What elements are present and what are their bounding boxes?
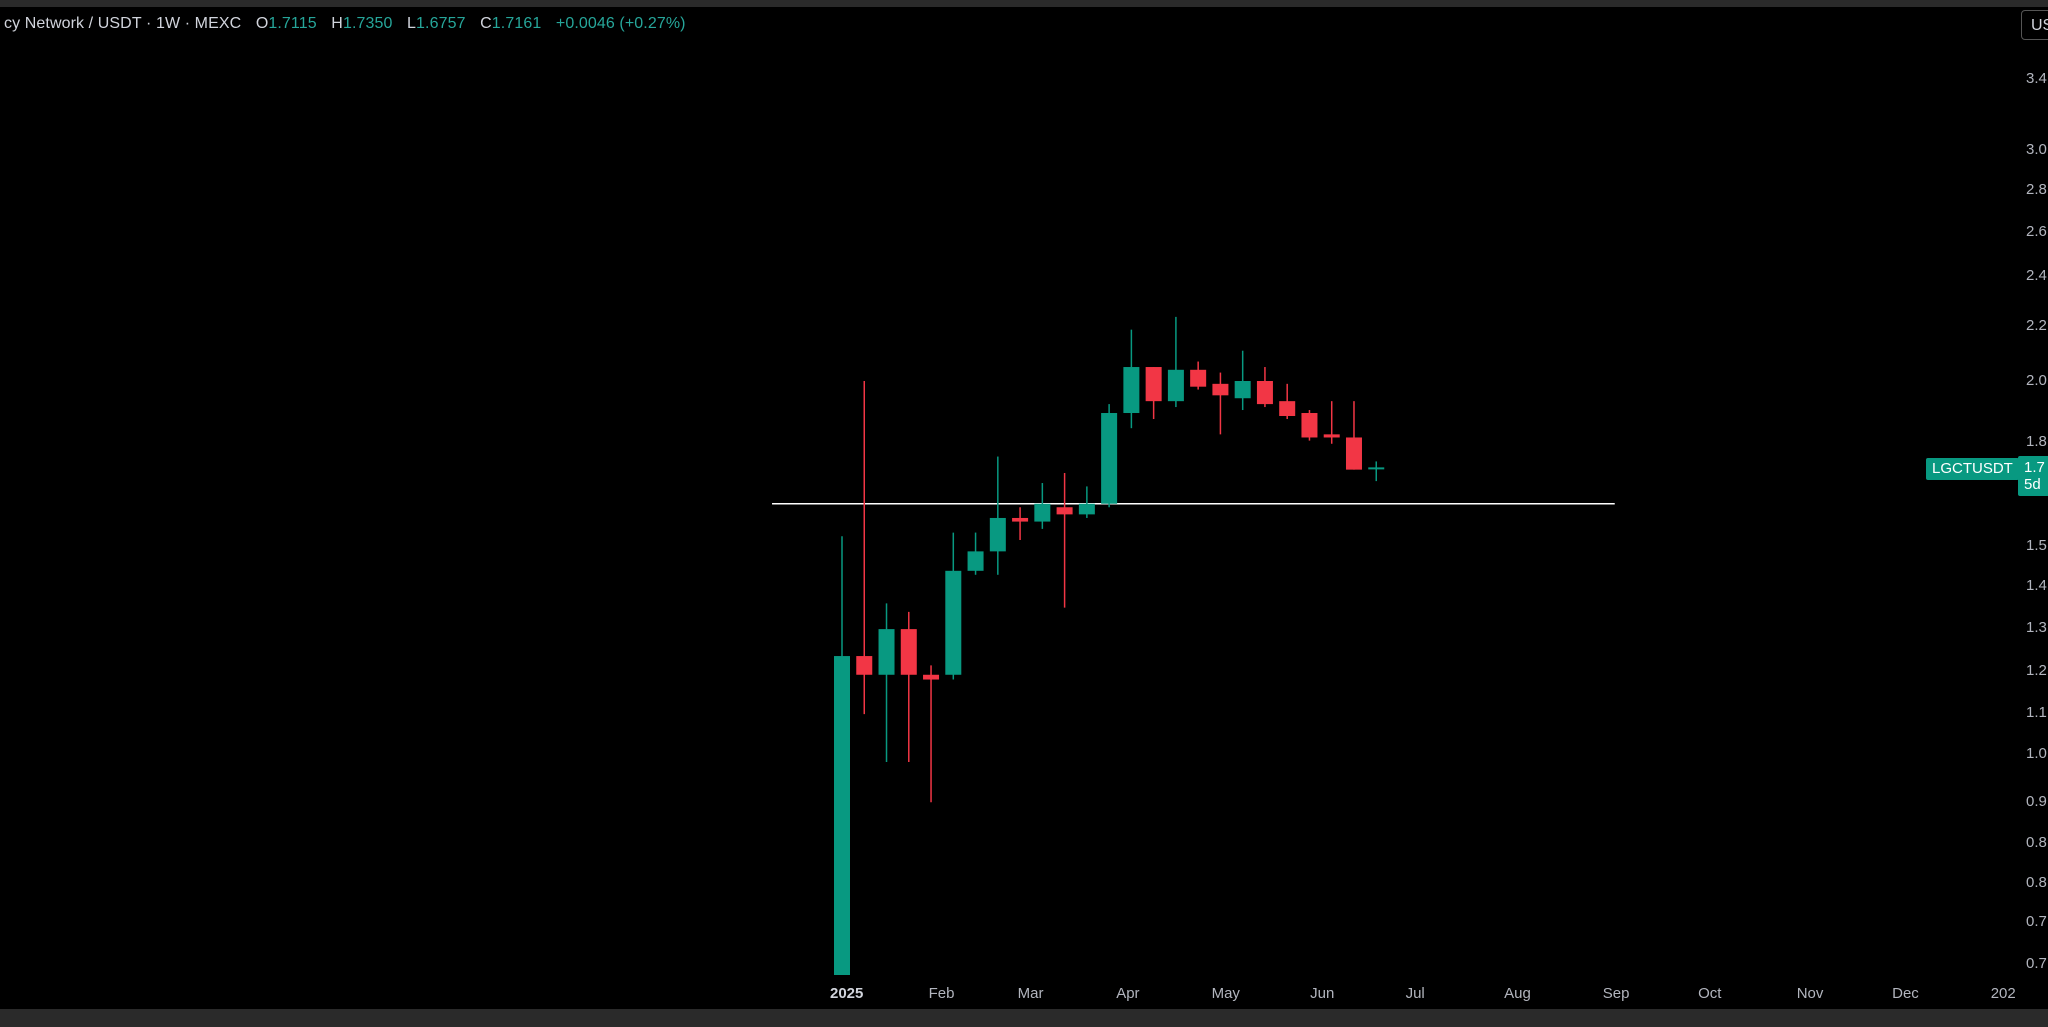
x-tick-label: Feb xyxy=(928,985,955,1002)
y-tick-label: 2.0 xyxy=(2026,372,2047,389)
candle-body xyxy=(967,551,984,571)
x-tick-label: Apr xyxy=(1116,985,1140,1002)
x-tick-label: Sep xyxy=(1602,985,1630,1002)
candle-body xyxy=(1301,413,1318,438)
y-tick-label: 1.4 xyxy=(2026,577,2047,594)
symbol-price-label: LGCTUSDT xyxy=(1926,458,2019,480)
candle-body xyxy=(1256,381,1273,405)
x-tick-label: Jul xyxy=(1405,985,1425,1002)
candle-body xyxy=(900,629,917,675)
y-tick-label: 1.0 xyxy=(2026,745,2047,762)
candle-body xyxy=(1012,517,1029,522)
x-tick-label: Mar xyxy=(1017,985,1044,1002)
candle-body xyxy=(1323,434,1340,438)
bottom-toolbar xyxy=(0,1009,2048,1027)
candle-body xyxy=(1078,503,1095,515)
close-label: C xyxy=(480,15,492,32)
y-tick-label: 0.7 xyxy=(2026,913,2047,930)
x-tick-label: 202 xyxy=(1990,985,2016,1002)
y-tick-label: 3.0 xyxy=(2026,141,2047,158)
last-price-value: 1.7 xyxy=(2024,459,2045,476)
last-price-tag: 1.7 5d xyxy=(2018,456,2048,496)
low-label: L xyxy=(407,15,417,32)
close-value: 1.7161 xyxy=(491,15,542,32)
x-tick-label: Jun xyxy=(1310,985,1335,1002)
candle-body xyxy=(878,629,895,675)
y-tick-label: 1.5 xyxy=(2026,537,2047,554)
bar-countdown: 5d xyxy=(2024,476,2041,493)
change-value: +0.0046 (+0.27%) xyxy=(555,15,686,32)
candle-body xyxy=(1145,367,1162,402)
x-tick-label: 2025 xyxy=(830,985,864,1002)
candle-body xyxy=(1101,413,1118,504)
candle-body xyxy=(1190,369,1207,387)
x-tick-label: Aug xyxy=(1504,985,1531,1002)
candle-body xyxy=(945,570,962,675)
candle-body xyxy=(923,674,940,680)
candle-body xyxy=(1212,383,1229,396)
y-tick-label: 1.2 xyxy=(2026,662,2047,679)
y-tick-label: 2.6 xyxy=(2026,223,2047,240)
open-label: O xyxy=(255,15,269,32)
x-tick-label: Oct xyxy=(1698,985,1722,1002)
high-value: 1.7350 xyxy=(342,15,393,32)
y-tick-label: 0.8 xyxy=(2026,834,2047,851)
y-tick-label: 1.3 xyxy=(2026,619,2047,636)
candle-body xyxy=(1234,381,1251,399)
y-tick-label: 2.2 xyxy=(2026,317,2047,334)
y-tick-label: 0.7 xyxy=(2026,955,2047,972)
x-tick-label: May xyxy=(1211,985,1240,1002)
candle-body xyxy=(1056,507,1073,515)
symbol-description: cy Network / USDT · 1W · MEXC xyxy=(4,15,242,32)
y-tick-label: 1.1 xyxy=(2026,704,2047,721)
y-tick-label: 0.8 xyxy=(2026,874,2047,891)
candle-body xyxy=(1123,367,1140,414)
high-label: H xyxy=(331,15,343,32)
top-border xyxy=(0,0,2048,7)
candle-body xyxy=(1368,467,1385,470)
y-tick-label: 2.4 xyxy=(2026,267,2047,284)
low-value: 1.6757 xyxy=(416,15,466,32)
y-tick-label: 2.8 xyxy=(2026,181,2047,198)
candle-body xyxy=(834,656,850,975)
candle-body xyxy=(1345,437,1362,470)
candle-body xyxy=(1279,401,1296,417)
x-tick-label: Nov xyxy=(1796,985,1824,1002)
ohlc-legend: cy Network / USDT · 1W · MEXC O1.7115 H1… xyxy=(4,15,686,33)
candle-body xyxy=(989,517,1006,552)
open-value: 1.7115 xyxy=(268,15,317,32)
x-tick-label: Dec xyxy=(1892,985,1919,1002)
currency-unit-button[interactable]: US xyxy=(2021,10,2048,40)
candle-body xyxy=(856,656,873,675)
y-tick-label: 1.8 xyxy=(2026,433,2047,450)
candle-body xyxy=(1167,369,1184,402)
y-tick-label: 3.4 xyxy=(2026,70,2047,87)
y-tick-label: 0.9 xyxy=(2026,793,2047,810)
candle-body xyxy=(1034,503,1051,522)
